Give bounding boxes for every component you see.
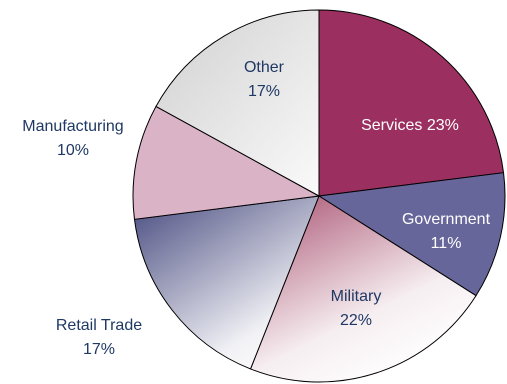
pie-slice-military [249,195,477,383]
pie-slice-manufacturing [132,105,321,220]
pie-slice-retail-trade [133,195,320,370]
slice-label-military-name: Military [331,288,382,305]
slice-label-other-name: Other [244,59,285,76]
slice-label-other-value: 17% [248,83,280,100]
slice-label-manufacturing-name: Manufacturing [22,118,123,135]
slice-label-manufacturing-value: 10% [57,142,89,159]
pie-slice-other [155,9,320,197]
slice-label-government-value: 11% [431,235,462,252]
slice-label-retail-name: Retail Trade [56,317,142,334]
slice-label-military-value: 22% [340,312,372,329]
slice-label-services: Services 23% [361,117,459,134]
slice-label-government-name: Government [402,211,491,228]
pie-slice-services [318,9,505,197]
slice-label-retail-value: 17% [83,341,115,358]
pie-slice-government [317,172,506,297]
